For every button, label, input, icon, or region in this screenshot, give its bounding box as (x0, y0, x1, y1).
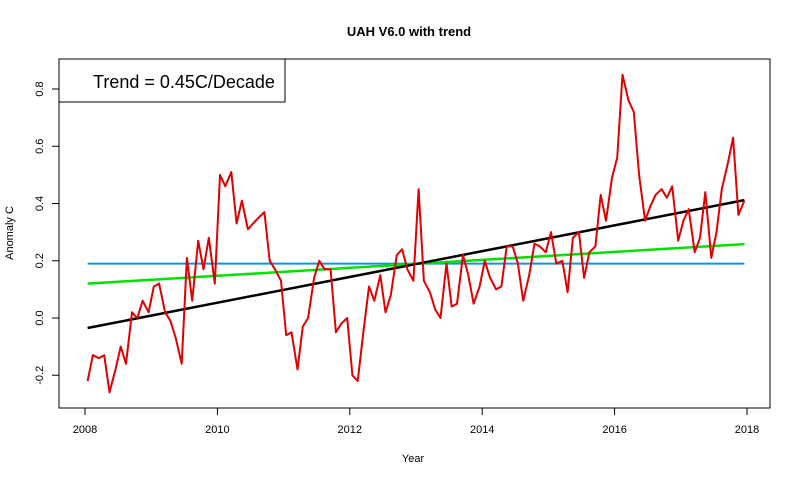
y-axis-label: Anomaly C (4, 206, 16, 260)
x-axis: 2008 2010 2012 2014 2016 2018 (73, 407, 759, 436)
x-tick-label: 2008 (73, 424, 97, 436)
x-axis-label: Year (402, 453, 425, 465)
legend-box: Trend = 0.45C/Decade (58, 58, 286, 103)
x-tick-label: 2012 (338, 424, 362, 436)
x-tick-label: 2010 (205, 424, 229, 436)
y-tick-label: -0.2 (34, 366, 46, 385)
linear-trend-line (87, 198, 745, 330)
x-tick-label: 2018 (735, 424, 759, 436)
anomaly-line (86, 73, 746, 394)
legend-box-frame (58, 58, 286, 103)
y-tick-label: 0.2 (34, 253, 46, 268)
trend-annotation: Trend = 0.45C/Decade (93, 72, 275, 92)
series-layer (86, 73, 746, 394)
plot-frame (58, 58, 771, 409)
y-tick-label: 0.8 (34, 81, 46, 96)
y-axis: -0.2 0.0 0.2 0.4 0.6 0.8 (34, 81, 60, 385)
y-tick-label: 0.4 (34, 196, 46, 211)
y-tick-label: 0.0 (34, 310, 46, 325)
y-tick-label: 0.6 (34, 139, 46, 154)
x-tick-label: 2014 (470, 424, 494, 436)
chart-title: UAH V6.0 with trend (347, 24, 471, 39)
x-tick-label: 2016 (602, 424, 626, 436)
